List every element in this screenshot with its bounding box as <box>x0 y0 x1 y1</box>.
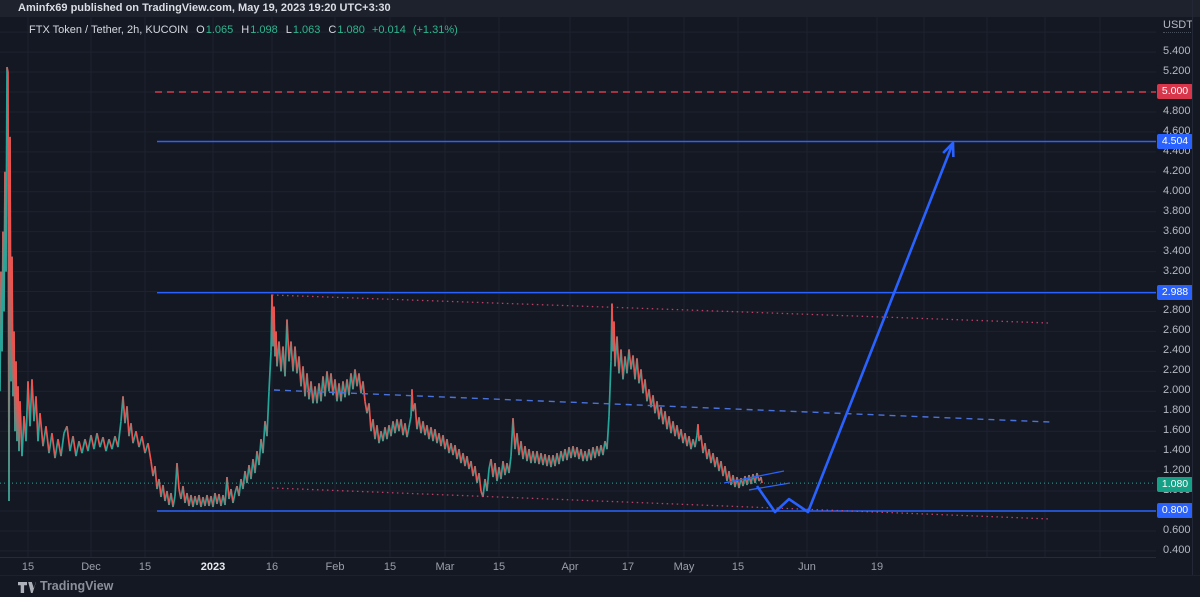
price-tick: 4.000 <box>1163 185 1191 197</box>
price-tick: 5.400 <box>1163 45 1191 57</box>
price-tick: 3.600 <box>1163 225 1191 237</box>
time-label-Dec: Dec <box>81 561 101 573</box>
price-tick: 1.400 <box>1163 444 1191 456</box>
price-tick: 1.200 <box>1163 464 1191 476</box>
mid-dashed-trendline[interactable] <box>273 389 1051 423</box>
time-label-Jun: Jun <box>798 561 816 573</box>
price-tick: 2.000 <box>1163 384 1191 396</box>
tradingview-logo-icon[interactable] <box>17 580 36 595</box>
symbol-legend[interactable]: FTX Token / Tether, 2h, KUCOIN O1.065 H1.0… <box>29 24 458 38</box>
channel-lower-trendline[interactable] <box>271 487 1051 520</box>
time-label-17: 17 <box>621 561 635 573</box>
symbol-title[interactable]: FTX Token / Tether, 2h, KUCOIN <box>29 24 189 36</box>
price-tick: 2.800 <box>1163 304 1191 316</box>
price-tick: 3.800 <box>1163 205 1191 217</box>
price-tick: 5.200 <box>1163 65 1191 77</box>
time-label-15: 15 <box>492 561 506 573</box>
price-tick: 4.800 <box>1163 105 1191 117</box>
time-label-15: 15 <box>383 561 397 573</box>
price-tick: 2.200 <box>1163 364 1191 376</box>
low-label: L <box>285 24 292 36</box>
time-label-Apr: Apr <box>561 561 579 573</box>
price-tick: 2.600 <box>1163 324 1191 336</box>
price-label-0.800: 0.800 <box>1157 503 1193 518</box>
time-label-15: 15 <box>138 561 152 573</box>
close-value: 1.080 <box>337 24 365 36</box>
price-tick: 2.400 <box>1163 344 1191 356</box>
tradingview-brand-text[interactable]: TradingView <box>40 579 114 593</box>
time-label-Mar: Mar <box>435 561 455 573</box>
axis-right-border <box>1192 0 1193 575</box>
candlestick-series <box>0 66 763 508</box>
price-label-2.988: 2.988 <box>1157 285 1193 300</box>
price-tick: 3.200 <box>1163 265 1191 277</box>
high-label: H <box>241 24 250 36</box>
price-tick: 1.800 <box>1163 404 1191 416</box>
low-value: 1.063 <box>292 24 321 36</box>
channel-upper-trendline[interactable] <box>271 294 1051 324</box>
time-label-Feb: Feb <box>325 561 345 573</box>
price-label-4.504: 4.504 <box>1157 134 1193 149</box>
time-label-May: May <box>673 561 695 573</box>
price-axis[interactable]: USDT 5.400 5.200 4.800 4.600 4.400 4.200 4.000… <box>1156 16 1200 557</box>
price-tick: 4.200 <box>1163 165 1191 177</box>
publish-header-bar: Aminfx69 published on TradingView.com, M… <box>0 0 1200 17</box>
price-tick: 0.600 <box>1163 524 1191 536</box>
time-label-2023: 2023 <box>200 561 226 573</box>
price-tick: 0.400 <box>1163 544 1191 556</box>
footer-bar: TradingView <box>0 575 1200 597</box>
grid <box>0 16 1156 557</box>
flag-upper-line[interactable] <box>723 470 785 484</box>
close-label: C <box>328 24 337 36</box>
price-tick: 1.600 <box>1163 424 1191 436</box>
open-value: 1.065 <box>205 24 234 36</box>
time-label-15: 15 <box>21 561 35 573</box>
time-label-16: 16 <box>265 561 279 573</box>
quote-currency-label: USDT <box>1163 19 1193 33</box>
time-label-19: 19 <box>870 561 884 573</box>
projection-arrow[interactable] <box>755 142 955 514</box>
price-tick: 3.400 <box>1163 245 1191 257</box>
publish-header-text: Aminfx69 published on TradingView.com, M… <box>18 2 391 14</box>
time-axis[interactable]: 15 Dec 15 2023 16 Feb 15 Mar 15 Apr 17 May 15 Jun 19 <box>0 557 1156 576</box>
high-value: 1.098 <box>250 24 278 36</box>
projection-arrow-head[interactable] <box>942 141 955 158</box>
flag-lower-line[interactable] <box>748 482 791 491</box>
change-percent: (+1.31%) <box>412 24 458 36</box>
open-label: O <box>196 24 205 36</box>
price-label-5.000: 5.000 <box>1157 84 1193 99</box>
time-label-15: 15 <box>731 561 745 573</box>
price-label-1.080: 1.080 <box>1157 477 1193 492</box>
change-value: +0.014 <box>371 24 406 36</box>
